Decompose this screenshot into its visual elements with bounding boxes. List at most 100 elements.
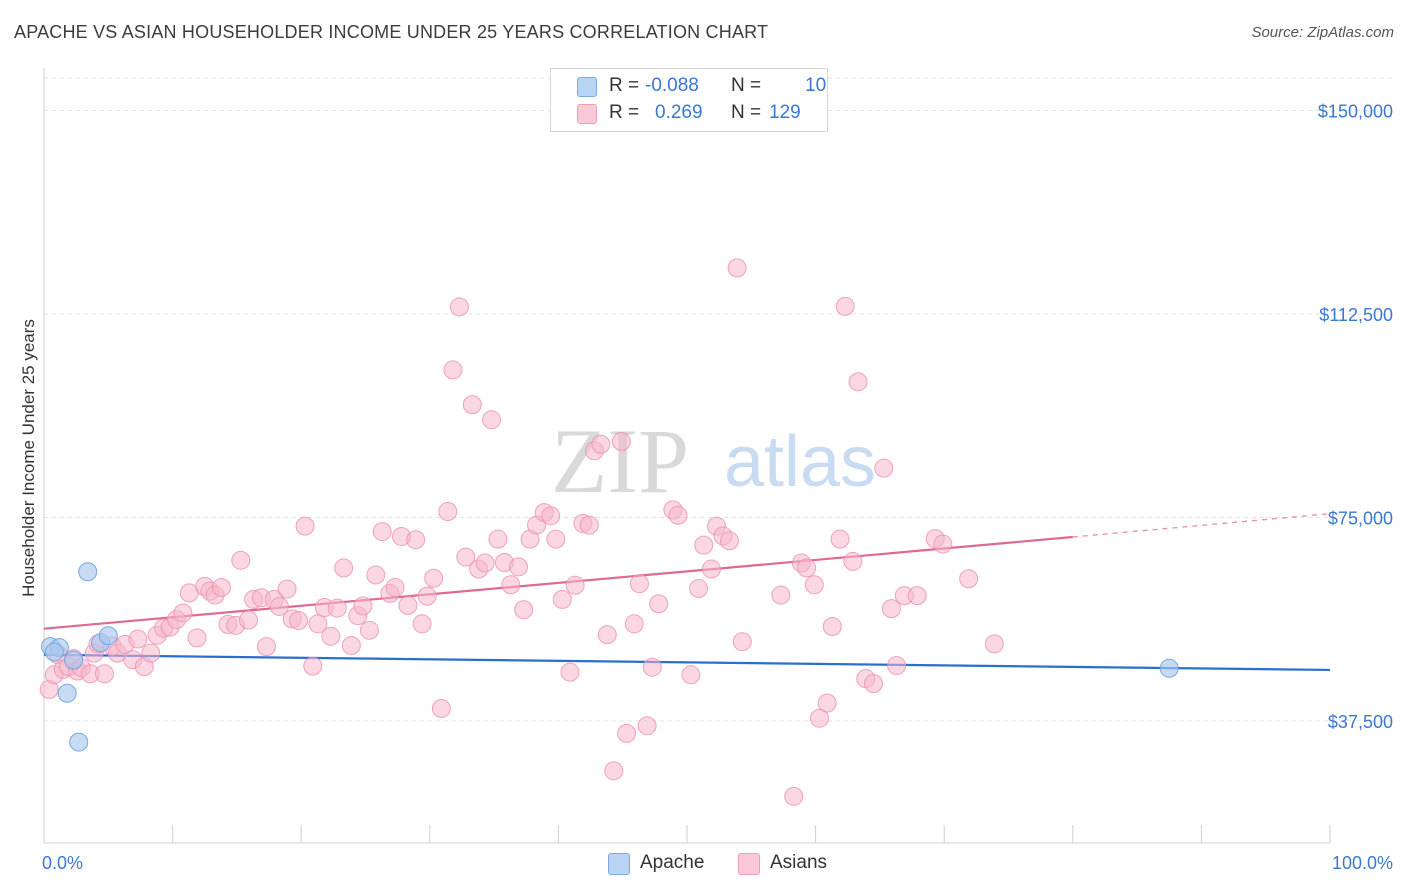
asians-point <box>462 395 482 415</box>
asians-point <box>701 559 721 579</box>
apache-point <box>98 626 118 646</box>
asians-point <box>488 529 508 549</box>
apache-point <box>57 683 77 703</box>
asians-point <box>94 664 114 684</box>
asians-point <box>732 632 752 652</box>
asians-legend-label: Asians <box>770 852 828 873</box>
asians-point <box>809 708 829 728</box>
asians-point <box>277 579 297 599</box>
asians-point <box>881 599 901 619</box>
asians-point <box>565 575 585 595</box>
asians-point <box>128 629 148 649</box>
asians-point <box>321 626 341 646</box>
asians-point <box>501 575 521 595</box>
asians-point <box>843 551 863 571</box>
asians-point <box>256 637 276 657</box>
asians-point <box>848 372 868 392</box>
asians-point <box>406 530 426 550</box>
y-tick-label: $37,500 <box>1328 712 1393 732</box>
asians-point <box>874 458 894 478</box>
asians-point <box>681 665 701 685</box>
asians-point <box>173 603 193 623</box>
asians-trend-line <box>43 535 1073 630</box>
legend-n-label: N = <box>731 75 762 96</box>
y-tick-label: $112,500 <box>1319 305 1393 325</box>
asians-point <box>689 579 709 599</box>
asians-point <box>579 515 599 535</box>
asians-point <box>424 568 444 588</box>
apache-point <box>78 562 98 582</box>
asians-point <box>817 693 837 713</box>
y-tick-label: $150,000 <box>1318 102 1393 122</box>
apache-legend-label: Apache <box>640 852 705 873</box>
source-credit: Source: ZipAtlas.com <box>1251 24 1394 41</box>
asians-point <box>649 594 669 614</box>
asians-point <box>438 502 458 521</box>
apache-point <box>64 650 84 670</box>
asians-point <box>366 565 386 585</box>
asians-point <box>835 296 855 316</box>
apache-swatch <box>577 77 597 97</box>
asians-point <box>830 529 850 549</box>
asians-point <box>514 600 534 620</box>
asians-legend-swatch <box>738 853 760 875</box>
axes <box>43 68 1331 844</box>
asians-point <box>449 297 469 317</box>
asians-point <box>289 611 309 631</box>
asians-point <box>341 636 361 656</box>
asians-point <box>295 516 315 536</box>
asians-point <box>719 531 739 551</box>
asians-point <box>398 595 418 615</box>
asians-point <box>412 614 432 634</box>
asians-point <box>482 410 502 430</box>
legend-n-value-asians: 129 <box>769 102 801 123</box>
x-tick-label-max: 100.0% <box>1332 853 1393 873</box>
asians-point <box>907 586 927 606</box>
asians-point <box>804 575 824 595</box>
asians-point <box>611 432 631 452</box>
asians-point <box>863 673 883 693</box>
asians-point <box>637 716 657 736</box>
asians-point <box>303 656 323 676</box>
trend-lines <box>43 512 1331 672</box>
asians-point <box>727 258 747 278</box>
apache-point <box>69 732 89 752</box>
asians-point <box>933 534 953 554</box>
asians-swatch <box>577 104 597 124</box>
legend-r-value-apache: -0.088 <box>645 75 699 96</box>
asians-point <box>617 723 637 743</box>
legend-r-label: R = <box>609 102 640 123</box>
asians-point <box>560 662 580 682</box>
asians-point <box>694 535 714 555</box>
legend-r-value-asians: 0.269 <box>655 102 703 123</box>
asians-point <box>372 522 392 542</box>
asians-point <box>541 506 561 526</box>
asians-point <box>668 505 688 525</box>
asians-point <box>509 557 529 577</box>
asians-point <box>642 657 662 677</box>
legend-r-label: R = <box>609 75 640 96</box>
asians-point <box>546 529 566 549</box>
asians-point <box>269 596 289 616</box>
asians-point <box>417 586 437 606</box>
y-tick-label: $75,000 <box>1328 508 1393 528</box>
asians-point <box>475 553 495 573</box>
apache-point <box>44 642 64 662</box>
asians-point <box>431 698 451 718</box>
asians-point <box>443 360 463 380</box>
asians-point <box>353 596 373 616</box>
data-points <box>39 258 1179 806</box>
chart-title: APACHE VS ASIAN HOUSEHOLDER INCOME UNDER… <box>14 22 769 42</box>
apache-trend-line <box>43 653 1331 672</box>
asians-point <box>822 617 842 637</box>
asians-point <box>187 628 207 648</box>
asians-point <box>624 614 644 634</box>
asians-point <box>211 577 231 597</box>
asians-point <box>552 589 572 609</box>
watermark-zip: ZIP <box>551 410 689 512</box>
correlation-legend: R = -0.088 N = 10 R = 0.269 N = 129 <box>550 68 828 132</box>
asians-point <box>591 434 611 454</box>
asians-point <box>959 569 979 589</box>
watermark: ZIP atlas <box>551 410 876 512</box>
asians-point <box>238 610 258 630</box>
